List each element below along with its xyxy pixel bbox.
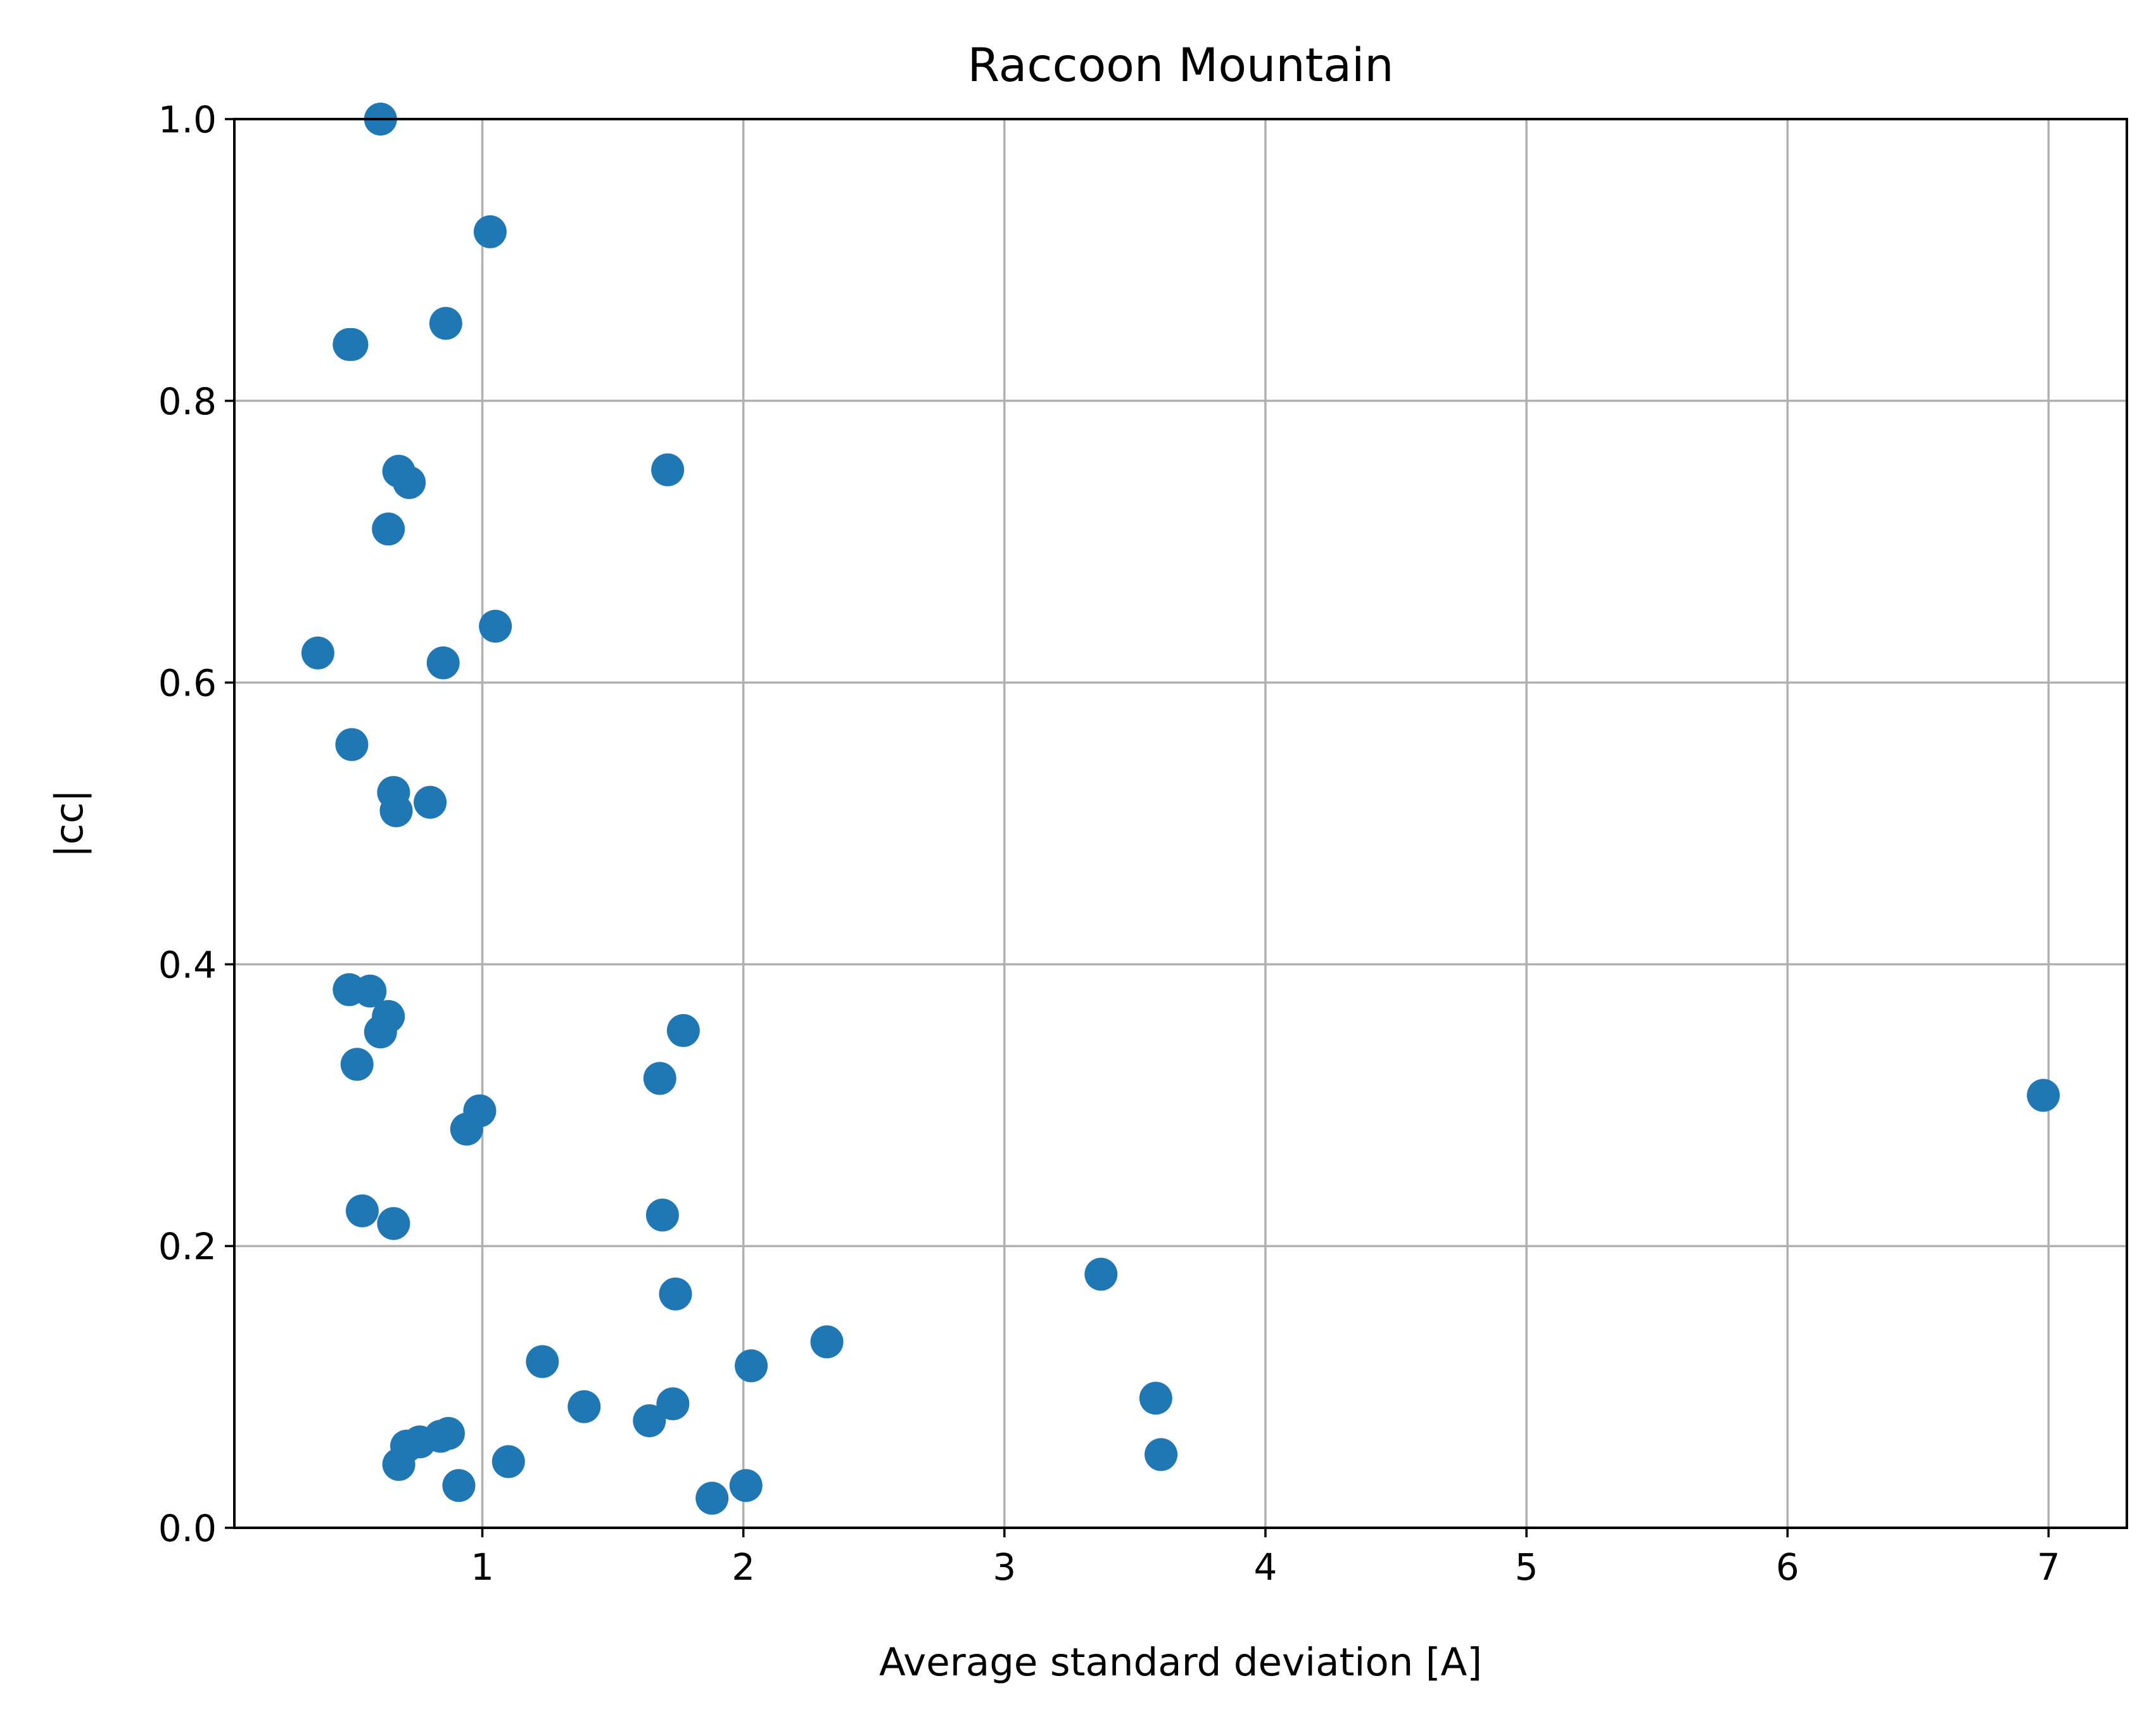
x-tick-label: 5 <box>1515 1546 1538 1589</box>
scatter-point <box>695 1482 729 1515</box>
plot-frame <box>233 118 2128 1529</box>
scatter-point <box>656 1387 690 1421</box>
y-tick-label: 0.6 <box>158 662 217 705</box>
data-points <box>301 103 2060 1515</box>
scatter-point <box>442 1469 476 1502</box>
scatter-point <box>526 1345 559 1378</box>
axis-ticks: 1 2 3 4 5 6 7 0.0 0.2 0.4 0.6 0.8 1.0 <box>158 98 2060 1589</box>
scatter-point <box>810 1325 844 1359</box>
scatter-point <box>735 1349 768 1383</box>
scatter-point <box>633 1404 666 1437</box>
scatter-point <box>301 636 334 670</box>
scatter-point <box>431 1416 465 1450</box>
x-tick-label: 7 <box>2037 1546 2060 1589</box>
scatter-point <box>345 1194 379 1228</box>
scatter-point <box>1145 1438 1178 1471</box>
scatter-point <box>450 1112 483 1146</box>
x-tick-label: 3 <box>992 1546 1016 1589</box>
scatter-point <box>382 1447 415 1481</box>
scatter-point <box>1084 1257 1118 1291</box>
y-tick-label: 1.0 <box>158 98 217 141</box>
scatter-point <box>1139 1381 1172 1415</box>
scatter-point <box>429 307 462 340</box>
scatter-point <box>426 646 460 680</box>
x-tick-label: 2 <box>732 1546 755 1589</box>
scatter-point <box>473 215 507 248</box>
scatter-point <box>393 466 426 499</box>
y-tick-label: 0.8 <box>158 380 217 423</box>
scatter-point <box>729 1469 763 1502</box>
scatter-point <box>643 1062 676 1095</box>
scatter-point <box>335 327 369 361</box>
y-tick-label: 0.2 <box>158 1225 217 1268</box>
scatter-point <box>414 785 447 819</box>
x-tick-label: 6 <box>1776 1546 1799 1589</box>
scatter-point <box>335 728 369 761</box>
scatter-point <box>340 1048 374 1081</box>
scatter-point <box>651 453 685 486</box>
scatter-point <box>659 1277 692 1311</box>
scatter-point <box>379 794 413 827</box>
chart-title: Raccoon Mountain <box>967 39 1393 92</box>
scatter-point <box>353 974 387 1008</box>
scatter-point <box>491 1445 525 1478</box>
x-tick-label: 4 <box>1253 1546 1277 1589</box>
scatter-point <box>479 609 512 643</box>
y-axis-label: |cc| <box>47 789 92 858</box>
scatter-point <box>568 1390 601 1423</box>
scatter-point <box>666 1013 700 1047</box>
scatter-point <box>645 1198 679 1232</box>
x-axis-label: Average standard deviation [A] <box>879 1640 1482 1685</box>
scatter-point <box>2027 1079 2060 1112</box>
y-tick-label: 0.4 <box>158 943 217 986</box>
y-tick-label: 0.0 <box>158 1507 217 1550</box>
scatter-point <box>377 1207 410 1240</box>
scatter-point <box>364 1015 397 1049</box>
x-tick-label: 1 <box>471 1546 494 1589</box>
scatter-point <box>372 512 405 546</box>
